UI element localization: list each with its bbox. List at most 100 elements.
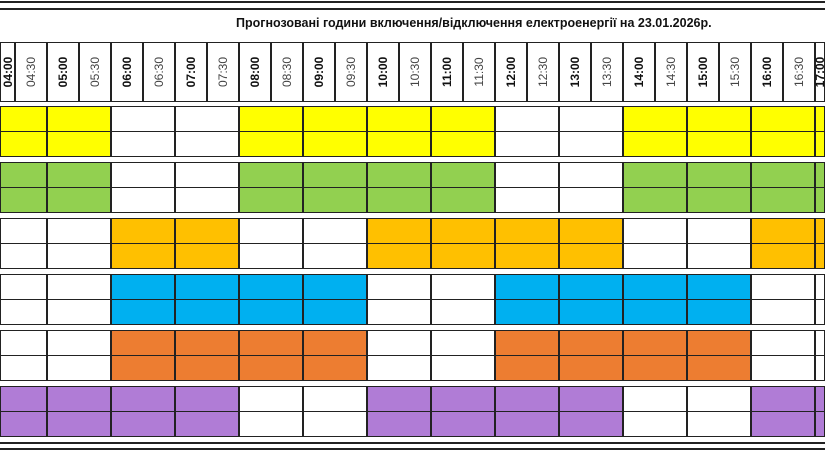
time-label: 06:30 xyxy=(152,56,166,88)
power-on-cell xyxy=(687,162,751,188)
power-off-cell xyxy=(111,162,175,188)
power-off-cell xyxy=(623,386,687,412)
power-off-cell xyxy=(559,187,623,213)
power-on-cell xyxy=(367,218,431,244)
time-header-cell: 14:30 xyxy=(655,42,687,102)
power-on-cell xyxy=(239,330,303,356)
power-on-cell xyxy=(751,187,815,213)
power-off-cell xyxy=(0,218,47,244)
power-on-cell xyxy=(623,106,687,132)
power-on-cell xyxy=(0,162,47,188)
power-off-cell xyxy=(431,299,495,325)
time-header-cell: 12:00 xyxy=(495,42,527,102)
time-header-cell: 12:30 xyxy=(527,42,559,102)
power-off-cell xyxy=(47,355,111,381)
power-off-cell xyxy=(303,243,367,269)
queue-group-row xyxy=(0,106,825,157)
power-on-cell xyxy=(751,131,815,157)
power-off-cell xyxy=(239,243,303,269)
power-on-cell xyxy=(495,386,559,412)
power-off-cell xyxy=(495,162,559,188)
power-off-cell xyxy=(751,355,815,381)
power-on-cell xyxy=(175,299,239,325)
power-off-cell xyxy=(175,187,239,213)
time-label: 16:30 xyxy=(792,56,806,88)
time-label: 09:30 xyxy=(344,56,358,88)
power-on-cell xyxy=(687,131,751,157)
power-on-cell xyxy=(495,218,559,244)
time-header-cell: 10:00 xyxy=(367,42,399,102)
power-on-cell xyxy=(303,355,367,381)
power-on-cell xyxy=(111,243,175,269)
time-header-cell: 08:00 xyxy=(239,42,271,102)
time-label: 12:00 xyxy=(504,56,518,88)
power-off-cell xyxy=(0,243,47,269)
power-on-cell xyxy=(559,299,623,325)
power-off-cell xyxy=(0,330,47,356)
power-on-cell xyxy=(815,218,825,244)
power-off-cell xyxy=(495,187,559,213)
time-label: 10:00 xyxy=(376,56,390,88)
power-on-cell xyxy=(815,243,825,269)
power-on-cell xyxy=(431,187,495,213)
time-label: 05:30 xyxy=(88,56,102,88)
power-off-cell xyxy=(0,355,47,381)
power-on-cell xyxy=(175,243,239,269)
power-on-cell xyxy=(559,386,623,412)
time-header-cell: 06:30 xyxy=(143,42,175,102)
time-label: 07:00 xyxy=(184,56,198,88)
time-header-cell: 05:00 xyxy=(47,42,79,102)
power-on-cell xyxy=(175,218,239,244)
schedule-title: Прогнозовані години включення/відключенн… xyxy=(236,16,712,30)
power-on-cell xyxy=(495,274,559,300)
power-on-cell xyxy=(623,355,687,381)
power-off-cell xyxy=(239,386,303,412)
power-on-cell xyxy=(687,106,751,132)
power-off-cell xyxy=(687,243,751,269)
power-on-cell xyxy=(367,106,431,132)
power-on-cell xyxy=(47,162,111,188)
power-on-cell xyxy=(431,162,495,188)
power-off-cell xyxy=(175,131,239,157)
power-off-cell xyxy=(47,243,111,269)
power-on-cell xyxy=(815,131,825,157)
power-on-cell xyxy=(47,187,111,213)
time-header-cell: 17:00 xyxy=(813,42,825,102)
power-on-cell xyxy=(111,355,175,381)
power-on-cell xyxy=(47,131,111,157)
power-on-cell xyxy=(815,162,825,188)
time-label: 09:00 xyxy=(312,56,326,88)
queue-group-row xyxy=(0,330,825,381)
time-label: 17:00 xyxy=(813,56,825,88)
power-off-cell xyxy=(623,411,687,437)
power-on-cell xyxy=(367,162,431,188)
power-off-cell xyxy=(239,411,303,437)
power-on-cell xyxy=(47,411,111,437)
queue-group-row xyxy=(0,162,825,213)
power-on-cell xyxy=(175,274,239,300)
time-label: 16:00 xyxy=(760,56,774,88)
power-on-cell xyxy=(0,411,47,437)
time-header-cell: 10:30 xyxy=(399,42,431,102)
power-off-cell xyxy=(367,330,431,356)
top-border-line-2 xyxy=(0,8,825,10)
power-off-cell xyxy=(687,218,751,244)
power-off-cell xyxy=(495,106,559,132)
power-on-cell xyxy=(495,243,559,269)
time-label: 12:30 xyxy=(536,56,550,88)
power-on-cell xyxy=(815,411,825,437)
time-label: 14:00 xyxy=(632,56,646,88)
power-off-cell xyxy=(495,131,559,157)
power-on-cell xyxy=(47,106,111,132)
power-on-cell xyxy=(623,330,687,356)
power-on-cell xyxy=(431,106,495,132)
power-off-cell xyxy=(367,355,431,381)
power-on-cell xyxy=(431,386,495,412)
time-header-cell: 13:00 xyxy=(559,42,591,102)
power-on-cell xyxy=(111,330,175,356)
power-on-cell xyxy=(111,386,175,412)
power-on-cell xyxy=(111,274,175,300)
power-off-cell xyxy=(239,218,303,244)
queue-group-row xyxy=(0,386,825,437)
queue-group-row xyxy=(0,218,825,269)
